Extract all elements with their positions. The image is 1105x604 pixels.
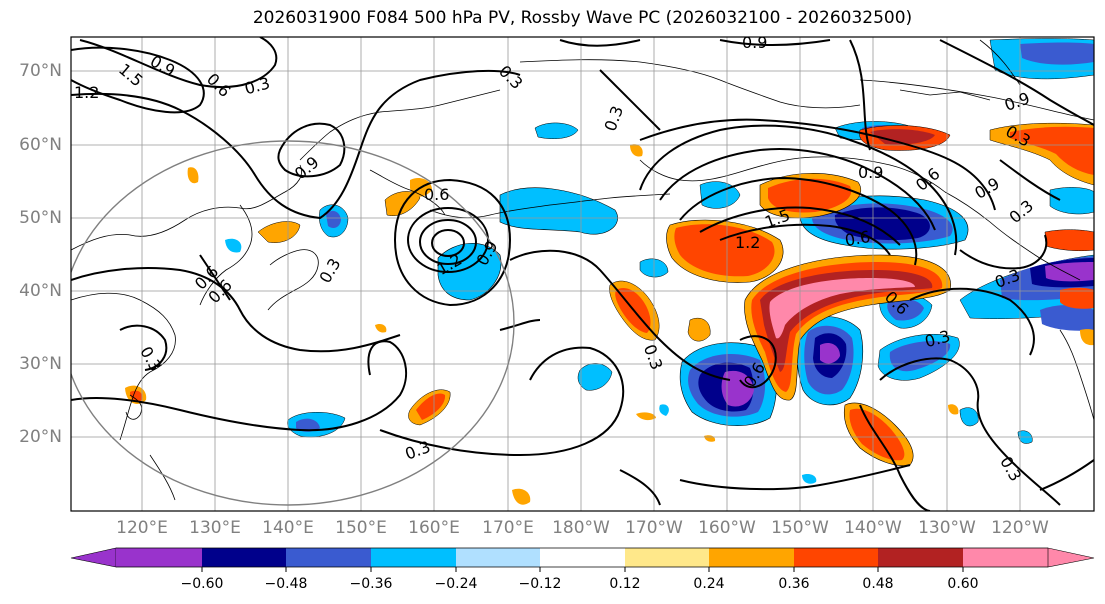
colorbar-tick-label: −0.48	[264, 576, 308, 592]
contour-label: 1.2	[74, 83, 99, 102]
colorbar-tick-label: −0.24	[434, 576, 478, 592]
contour-label: 0.6	[424, 185, 449, 204]
longitude-label: 150°E	[335, 518, 387, 538]
colorbar-tick-label: −0.60	[180, 576, 224, 592]
colorbar-bin	[286, 548, 371, 567]
contour-label: 1.2	[735, 233, 760, 252]
colorbar-bin	[456, 548, 540, 567]
colorbar-tick-label: 0.24	[693, 576, 725, 592]
longitude-label: 120°W	[991, 518, 1049, 538]
latitude-label: 40°N	[19, 281, 62, 301]
colorbar-bin	[794, 548, 878, 567]
negative-anomaly-shading	[225, 38, 1094, 484]
longitude-label: 120°E	[116, 518, 168, 538]
longitude-label: 130°W	[918, 518, 976, 538]
latitude-label: 30°N	[19, 354, 62, 374]
longitude-label: 150°W	[771, 518, 829, 538]
colorbar-tick-label: 0.36	[778, 576, 810, 592]
colorbar-bin	[202, 548, 286, 567]
longitude-label: 140°W	[844, 518, 902, 538]
latitude-label: 70°N	[19, 61, 62, 81]
longitude-label: 130°E	[189, 518, 241, 538]
pv-contours	[71, 37, 1094, 511]
longitude-label: 140°E	[262, 518, 314, 538]
figure-title: 2026031900 F084 500 hPa PV, Rossby Wave …	[252, 8, 913, 28]
map-frame	[70, 36, 1095, 512]
contour-label: 0.9	[858, 163, 883, 182]
colorbar-tick-label: −0.12	[518, 576, 562, 592]
latitude-label: 50°N	[19, 208, 62, 228]
longitude-label: 170°W	[625, 518, 683, 538]
colorbar-bin	[540, 548, 625, 567]
colorbar-bin	[878, 548, 963, 567]
colorbar-tick-label: 0.60	[947, 576, 979, 592]
longitude-label: 180°W	[552, 518, 610, 538]
colorbar-high-arrow	[1047, 547, 1095, 568]
latitude-label: 20°N	[19, 427, 62, 447]
colorbar-tick-label: 0.48	[862, 576, 894, 592]
colorbar-bin	[116, 548, 202, 567]
latitude-label: 60°N	[19, 135, 62, 155]
colorbar-low-arrow	[70, 547, 117, 568]
longitude-label: 160°E	[408, 518, 460, 538]
colorbar-tick-label: 0.12	[609, 576, 641, 592]
longitude-label: 160°W	[698, 518, 756, 538]
colorbar-bin	[371, 548, 456, 567]
colorbar-tick-label: −0.36	[349, 576, 393, 592]
region-circle	[71, 140, 515, 506]
colorbar-bin	[625, 548, 709, 567]
contour-label: 0.6	[843, 227, 871, 250]
longitude-label: 170°E	[482, 518, 534, 538]
colorbar-bin	[709, 548, 794, 567]
colorbar	[70, 547, 1095, 572]
colorbar-bin	[963, 548, 1048, 567]
contour-label: 0.9	[742, 33, 767, 52]
